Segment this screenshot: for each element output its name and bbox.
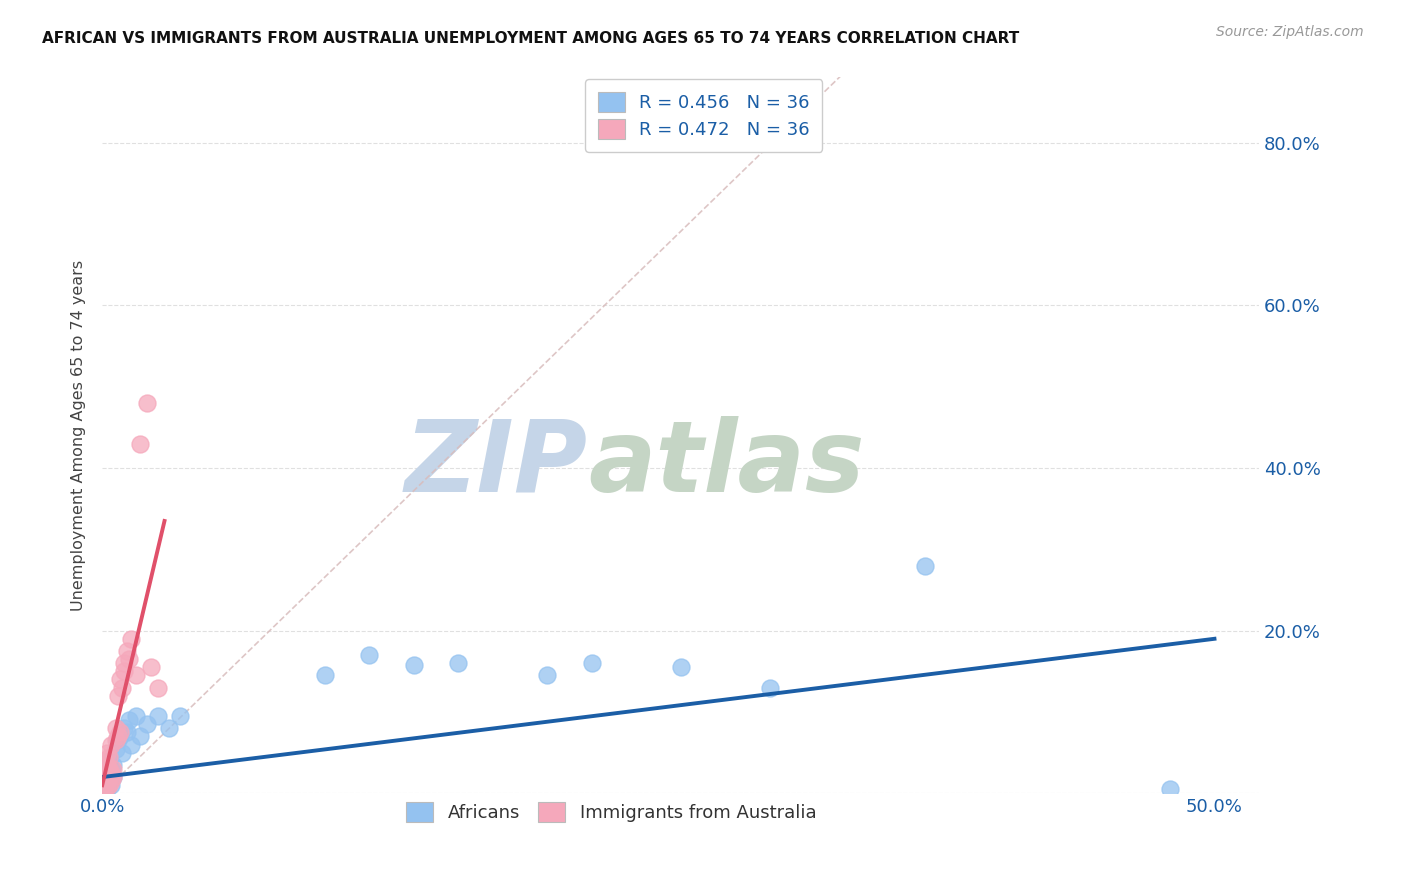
Point — [114, 665, 136, 679]
Y-axis label: Unemployment Among Ages 65 to 74 years: Unemployment Among Ages 65 to 74 years — [72, 260, 86, 611]
Point — [111, 746, 134, 760]
Point — [97, 774, 120, 789]
Point — [96, 774, 118, 789]
Point — [129, 436, 152, 450]
Point — [107, 730, 129, 744]
Point — [669, 660, 692, 674]
Point — [96, 780, 118, 794]
Point — [111, 681, 134, 695]
Point — [97, 770, 120, 784]
Point — [359, 648, 381, 662]
Point — [758, 681, 780, 695]
Point — [96, 757, 118, 772]
Point — [447, 656, 470, 670]
Point — [93, 782, 115, 797]
Point — [135, 396, 157, 410]
Text: Source: ZipAtlas.com: Source: ZipAtlas.com — [1216, 25, 1364, 39]
Point — [93, 774, 115, 789]
Point — [104, 741, 127, 756]
Point — [120, 738, 142, 752]
Point — [108, 673, 131, 687]
Point — [97, 778, 120, 792]
Point — [93, 762, 115, 776]
Point — [536, 668, 558, 682]
Point — [129, 730, 152, 744]
Point — [93, 754, 115, 768]
Point — [104, 733, 127, 747]
Point — [93, 774, 115, 789]
Point — [914, 558, 936, 573]
Point — [146, 681, 169, 695]
Text: ZIP: ZIP — [405, 416, 588, 513]
Point — [157, 721, 180, 735]
Point — [124, 709, 146, 723]
Point — [108, 730, 131, 744]
Point — [135, 717, 157, 731]
Point — [124, 668, 146, 682]
Point — [120, 632, 142, 646]
Point — [100, 738, 122, 752]
Point — [97, 754, 120, 768]
Point — [115, 725, 138, 739]
Point — [581, 656, 603, 670]
Point — [114, 656, 136, 670]
Point — [114, 721, 136, 735]
Point — [118, 713, 141, 727]
Point — [103, 757, 125, 772]
Point — [100, 766, 122, 780]
Point — [314, 668, 336, 682]
Point — [146, 709, 169, 723]
Point — [93, 766, 115, 780]
Point — [107, 689, 129, 703]
Point — [100, 774, 122, 789]
Point — [96, 746, 118, 760]
Point — [402, 657, 425, 672]
Point — [141, 660, 163, 674]
Point — [107, 733, 129, 747]
Point — [97, 749, 120, 764]
Point — [169, 709, 191, 723]
Point — [1159, 782, 1181, 797]
Point — [115, 644, 138, 658]
Point — [103, 770, 125, 784]
Point — [93, 778, 115, 792]
Point — [104, 721, 127, 735]
Point — [103, 762, 125, 776]
Point — [96, 770, 118, 784]
Legend: Africans, Immigrants from Australia: Africans, Immigrants from Australia — [394, 789, 830, 834]
Point — [118, 652, 141, 666]
Point — [108, 725, 131, 739]
Text: AFRICAN VS IMMIGRANTS FROM AUSTRALIA UNEMPLOYMENT AMONG AGES 65 TO 74 YEARS CORR: AFRICAN VS IMMIGRANTS FROM AUSTRALIA UNE… — [42, 31, 1019, 46]
Point — [96, 766, 118, 780]
Point — [96, 782, 118, 797]
Point — [103, 770, 125, 784]
Point — [93, 770, 115, 784]
Point — [100, 762, 122, 776]
Point — [97, 762, 120, 776]
Point — [96, 778, 118, 792]
Text: atlas: atlas — [588, 416, 865, 513]
Point — [100, 778, 122, 792]
